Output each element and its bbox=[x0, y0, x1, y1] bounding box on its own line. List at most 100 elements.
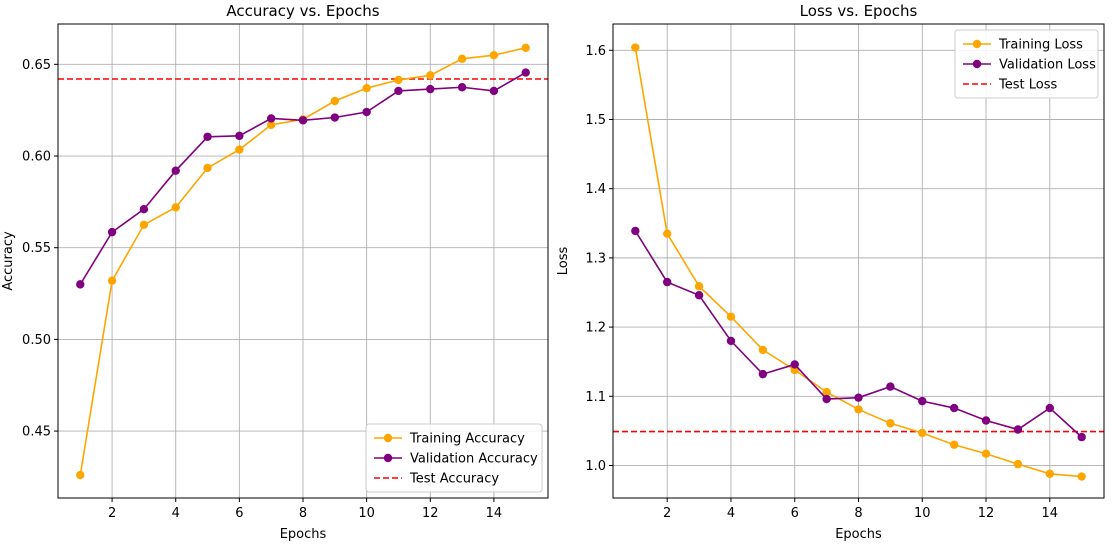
accuracy-legend-label: Training Accuracy bbox=[409, 432, 525, 447]
accuracy-legend-swatch-marker bbox=[383, 433, 393, 443]
accuracy-series-1-point bbox=[521, 68, 530, 77]
loss-series-1-point bbox=[1013, 425, 1023, 434]
loss-series-1-point bbox=[949, 403, 959, 413]
accuracy-chart-title: Accuracy vs. Epochs bbox=[226, 2, 379, 20]
accuracy-series-1-point bbox=[394, 86, 403, 96]
accuracy-series-1-point bbox=[330, 113, 340, 122]
loss-ytick-label: 1.2 bbox=[585, 321, 606, 336]
accuracy-xtick-label: 12 bbox=[422, 506, 439, 521]
accuracy-series-0-point bbox=[330, 96, 340, 106]
accuracy-series-1-point bbox=[298, 116, 308, 125]
loss-ytick-label: 1.4 bbox=[585, 182, 606, 197]
loss-legend-box bbox=[954, 29, 1099, 99]
loss-xtick-label: 2 bbox=[663, 506, 671, 521]
loss-ytick-label: 1.0 bbox=[585, 459, 606, 474]
accuracy-series-1-point bbox=[426, 84, 435, 94]
loss-chart: 2 4 6 8 10 12 14 1.0 1.1 1.2 1.3 1.4 1.5 1.6 Loss vs. … bbox=[556, 2, 1105, 542]
accuracy-series-0-point bbox=[489, 50, 499, 60]
loss-series-1-point bbox=[886, 382, 895, 391]
loss-legend-label: Validation Loss bbox=[999, 58, 1096, 73]
loss-ytick-label: 1.6 bbox=[585, 44, 606, 59]
accuracy-legend-label: Test Accuracy bbox=[409, 472, 499, 487]
accuracy-legend: Training Accuracy Validation Accuracy Test… bbox=[365, 423, 543, 493]
loss-series-0-point bbox=[981, 449, 991, 458]
accuracy-xtick-label: 8 bbox=[299, 506, 307, 521]
loss-series-0-point bbox=[1045, 469, 1054, 478]
loss-legend-label: Training Loss bbox=[998, 38, 1083, 53]
accuracy-series-0-point bbox=[76, 470, 85, 480]
loss-legend-swatch-marker bbox=[972, 39, 982, 49]
accuracy-ytick-label: 0.65 bbox=[22, 58, 51, 73]
loss-series-0-point bbox=[949, 440, 959, 449]
loss-series-1-point bbox=[918, 396, 927, 406]
accuracy-legend-box bbox=[365, 423, 543, 493]
loss-series-0-point bbox=[822, 387, 831, 397]
loss-series-1-point bbox=[631, 226, 640, 236]
accuracy-xtick-label: 14 bbox=[486, 506, 503, 521]
loss-ytick-label: 1.3 bbox=[585, 251, 606, 266]
accuracy-series-1-point bbox=[107, 227, 117, 237]
loss-xtick-label: 14 bbox=[1042, 506, 1059, 521]
loss-y-axis-label: Loss bbox=[556, 247, 571, 276]
accuracy-series-1-point bbox=[457, 83, 467, 92]
accuracy-series-1-point bbox=[362, 107, 371, 117]
accuracy-xtick-label: 6 bbox=[235, 506, 243, 521]
accuracy-series-0-point bbox=[171, 203, 180, 212]
accuracy-xtick-label: 10 bbox=[358, 506, 375, 521]
loss-series-1-point bbox=[981, 416, 991, 425]
accuracy-series-1-point bbox=[139, 204, 149, 214]
accuracy-xtick-label: 2 bbox=[108, 506, 116, 521]
loss-legend: Training Loss Validation Loss Test Loss bbox=[954, 29, 1099, 99]
loss-series-0-point bbox=[631, 43, 640, 52]
accuracy-ytick-label: 0.50 bbox=[22, 333, 51, 348]
loss-ytick-label: 1.1 bbox=[585, 390, 606, 405]
loss-legend-swatch-marker bbox=[972, 59, 982, 69]
accuracy-series-1-point bbox=[203, 132, 212, 141]
loss-series-0-point bbox=[886, 419, 895, 428]
loss-series-0-point bbox=[854, 405, 863, 414]
loss-series-0-point bbox=[758, 345, 768, 355]
accuracy-legend-swatch-marker bbox=[383, 453, 393, 463]
loss-xtick-label: 6 bbox=[791, 506, 799, 521]
loss-legend-label: Test Loss bbox=[998, 78, 1057, 93]
accuracy-series-0-point bbox=[107, 276, 117, 285]
accuracy-x-axis-label: Epochs bbox=[280, 527, 327, 542]
loss-series-1-point bbox=[1045, 403, 1054, 413]
loss-series-0-point bbox=[726, 312, 736, 321]
loss-series-1-point bbox=[663, 277, 672, 287]
accuracy-legend-label: Validation Accuracy bbox=[410, 452, 538, 467]
loss-xtick-label: 8 bbox=[854, 506, 862, 521]
accuracy-series-0-point bbox=[426, 71, 435, 80]
accuracy-series-0-point bbox=[203, 163, 212, 173]
accuracy-series-0-point bbox=[266, 120, 276, 130]
accuracy-ytick-label: 0.55 bbox=[22, 241, 51, 256]
accuracy-series-1-point bbox=[489, 86, 499, 96]
loss-series-1-point bbox=[694, 291, 704, 300]
loss-ytick-label: 1.5 bbox=[585, 113, 606, 128]
loss-series-1-point bbox=[1077, 432, 1086, 442]
loss-series-0-point bbox=[1077, 472, 1086, 481]
loss-series-0-point bbox=[663, 229, 672, 238]
accuracy-series-0-point bbox=[521, 43, 530, 53]
loss-xtick-label: 12 bbox=[978, 506, 995, 521]
loss-series-1-point bbox=[726, 336, 736, 346]
accuracy-series-0-point bbox=[139, 220, 149, 229]
accuracy-xtick-label: 4 bbox=[172, 506, 180, 521]
accuracy-series-0-point bbox=[457, 54, 467, 64]
loss-series-1-point bbox=[854, 393, 863, 402]
loss-series-1-point bbox=[758, 369, 768, 379]
accuracy-series-0-point bbox=[362, 83, 371, 93]
accuracy-y-axis-label: Accuracy bbox=[1, 231, 16, 291]
loss-series-0-point bbox=[918, 428, 927, 438]
accuracy-series-1-point bbox=[235, 131, 244, 141]
loss-xtick-label: 4 bbox=[727, 506, 735, 521]
accuracy-ytick-label: 0.60 bbox=[22, 150, 51, 165]
accuracy-series-1-point bbox=[76, 280, 85, 289]
loss-series-1-point bbox=[822, 394, 831, 404]
accuracy-series-0-point bbox=[394, 75, 403, 85]
accuracy-chart: 2 4 6 8 10 12 14 0.45 0.50 0.55 0.60 0.65 Accuracy v… bbox=[1, 2, 549, 542]
loss-series-1-point bbox=[790, 360, 799, 369]
loss-series-0-point bbox=[1013, 459, 1023, 469]
